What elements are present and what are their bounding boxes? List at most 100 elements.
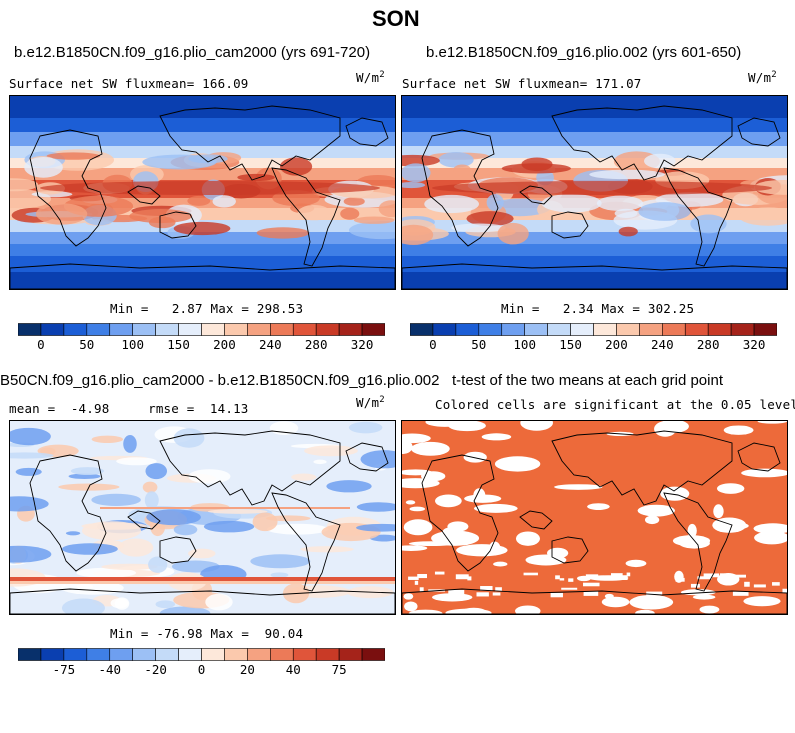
field-blob [486, 194, 504, 211]
field-blob [10, 452, 54, 459]
insignificant-region [448, 589, 465, 595]
field-blob [10, 178, 39, 192]
insignificant-region [703, 573, 720, 578]
colorbar-swatch [292, 648, 317, 661]
insignificant-region [515, 605, 541, 614]
field-blob [402, 224, 434, 245]
field-blob [118, 538, 154, 557]
colorbar-swatch [361, 648, 385, 661]
colorbar-tick-label: 0 [197, 662, 206, 677]
field-blob [15, 467, 42, 476]
panel2-map [401, 95, 788, 290]
insignificant-region [419, 587, 424, 592]
coastline [519, 185, 553, 205]
insignificant-region [720, 573, 726, 578]
insignificant-region [601, 596, 630, 608]
insignificant-region [408, 541, 455, 547]
field-blob [91, 493, 141, 506]
insignificant-region [692, 594, 716, 600]
insignificant-region [480, 586, 493, 591]
colorbar-tick-label: 280 [304, 337, 328, 352]
coastline [10, 263, 395, 289]
insignificant-region [587, 503, 610, 510]
colorbar-swatch [224, 648, 248, 661]
colorbar-swatch [18, 323, 42, 336]
insignificant-region [515, 531, 540, 546]
insignificant-region [583, 582, 600, 587]
insignificant-region [402, 439, 413, 454]
insignificant-region [660, 486, 690, 501]
field-blob [82, 521, 142, 541]
colorbar-swatch [63, 323, 88, 336]
field-blob [596, 195, 644, 211]
field-band [402, 272, 787, 289]
colorbar-tick-label: 200 [605, 337, 628, 352]
insignificant-region [463, 451, 487, 463]
panel2-field [402, 96, 787, 289]
insignificant-region [403, 519, 433, 536]
insignificant-region [625, 559, 647, 568]
field-blob [326, 480, 372, 493]
insignificant-region [687, 523, 697, 538]
field-band [10, 244, 395, 256]
colorbar-tick-label: 320 [350, 337, 374, 352]
field-blob [212, 195, 236, 208]
colorbar-tick-label: 150 [559, 337, 582, 352]
field-blob [451, 223, 506, 233]
insignificant-region [408, 609, 443, 614]
insignificant-region [473, 503, 518, 513]
field-blob [541, 193, 602, 213]
field-blob [353, 216, 395, 224]
insignificant-region [595, 575, 605, 579]
panel2-colorbar: 0 50 100 150 200 240 280 320 [410, 323, 777, 358]
insignificant-region [644, 515, 660, 525]
insignificant-region [657, 421, 689, 433]
field-blob [589, 169, 665, 180]
field-blob [265, 515, 311, 522]
colorbar-swatch [707, 323, 732, 336]
colorbar-swatch [570, 323, 594, 336]
colorbar-tick-label: -75 [52, 662, 76, 677]
colorbar-swatch [270, 323, 294, 336]
panel3-field [10, 421, 395, 614]
colorbar-swatch [292, 323, 317, 336]
colorbar-swatch [86, 648, 111, 661]
field-band [10, 272, 395, 289]
field-band [402, 244, 787, 256]
colorbar-tick-label: 100 [121, 337, 144, 352]
panel1-map [9, 95, 396, 290]
insignificant-region [772, 582, 780, 586]
insignificant-region [690, 583, 700, 588]
insignificant-region [476, 592, 489, 597]
insignificant-region [417, 574, 427, 579]
panel1-minmax: Min = 2.87 Max = 298.53 [110, 301, 304, 316]
field-band [402, 146, 787, 158]
insignificant-region [635, 609, 655, 614]
coastline [551, 211, 589, 239]
field-blob [237, 173, 275, 182]
insignificant-region [782, 588, 787, 593]
field-blob [348, 421, 383, 434]
colorbar-swatch [247, 648, 271, 661]
colorbar-swatch [178, 648, 202, 661]
panel1-field [10, 96, 395, 289]
insignificant-region [525, 554, 567, 566]
insignificant-region [408, 576, 419, 580]
field-band [10, 581, 395, 584]
coastline [737, 442, 781, 472]
insignificant-region [425, 421, 465, 427]
panel3-colorbar: -75 -40 -20 0 20 40 75 [18, 648, 385, 683]
colorbar-tick-label: -40 [98, 662, 122, 677]
field-blob [116, 457, 157, 466]
field-blob [61, 598, 105, 614]
field-blob [146, 509, 201, 526]
field-blob [173, 524, 198, 536]
panel1-variable: Surface net SW flux [9, 76, 156, 91]
insignificant-region [464, 494, 502, 503]
field-blob [501, 163, 571, 174]
field-blob [356, 502, 395, 512]
coastline [127, 510, 161, 530]
insignificant-region [741, 468, 787, 478]
coastline [159, 430, 341, 506]
colorbar-swatch [224, 323, 248, 336]
